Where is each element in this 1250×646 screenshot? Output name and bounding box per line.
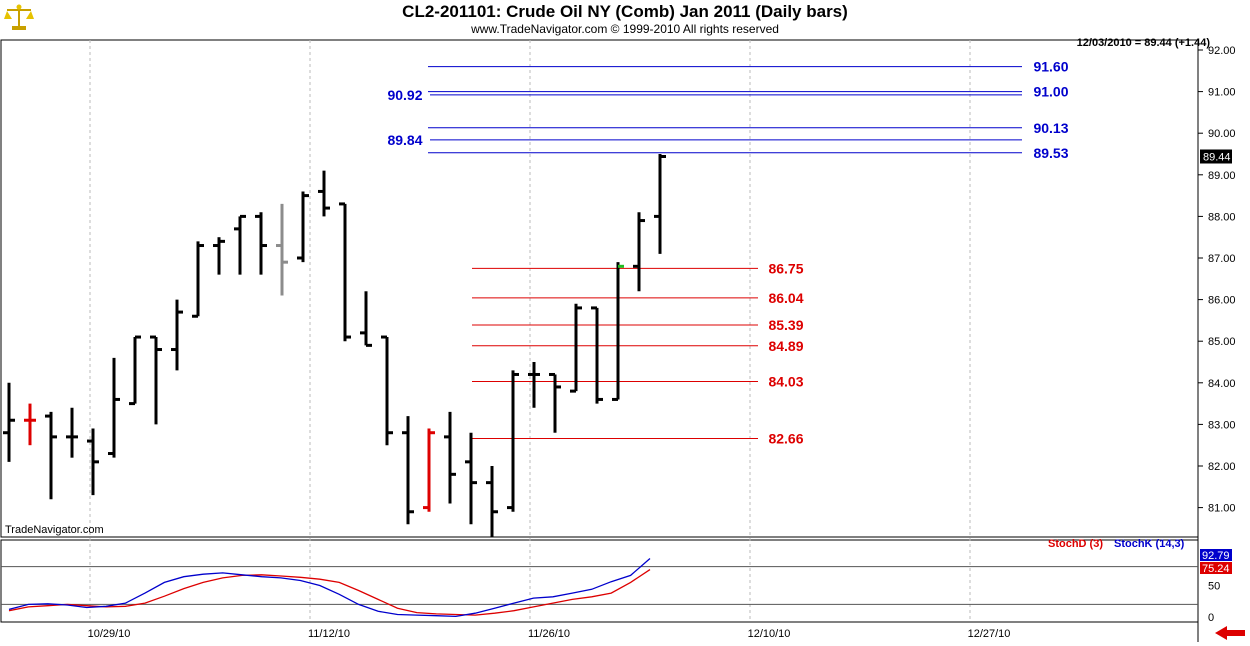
x-tick-label: 10/29/10 (88, 628, 131, 640)
projection-label: 89.53 (1033, 145, 1068, 161)
x-tick-label: 12/10/10 (748, 628, 791, 640)
stochK-last-label: 92.79 (1202, 550, 1230, 562)
retracement-label: 86.75 (768, 260, 803, 276)
retracement-label: 85.39 (768, 317, 803, 333)
x-tick-label: 11/12/10 (308, 628, 350, 640)
stoch-y-tick-label: 50 (1208, 581, 1220, 593)
retracement-label: 84.89 (768, 338, 803, 354)
retracement-label: 86.04 (768, 290, 803, 306)
projection-label: 91.60 (1033, 59, 1068, 75)
projection-label: 90.13 (1033, 120, 1068, 136)
y-tick-label: 88.00 (1208, 211, 1236, 223)
y-tick-label: 81.00 (1208, 503, 1236, 515)
y-tick-label: 90.00 (1208, 128, 1236, 140)
y-tick-label: 86.00 (1208, 295, 1236, 307)
last-price-box (1200, 149, 1232, 164)
y-tick-label: 85.00 (1208, 336, 1236, 348)
projection-label: 91.00 (1033, 84, 1068, 100)
last-price-label: 89.44 (1203, 151, 1231, 163)
projection-label: 90.92 (387, 87, 422, 103)
legend-stochD: StochD (3) (1048, 538, 1103, 550)
last-price-readout: 12/03/2010 = 89.44 (+1.44) (1076, 37, 1210, 49)
stochK-last-box (1200, 549, 1232, 561)
y-tick-label: 84.00 (1208, 378, 1236, 390)
y-tick-label: 83.00 (1208, 419, 1236, 431)
x-tick-label: 11/26/10 (528, 628, 570, 640)
y-tick-label: 91.00 (1208, 87, 1236, 99)
stochD-last-box (1200, 562, 1232, 574)
legend-stochK: StochK (14,3) (1114, 538, 1185, 550)
x-tick-label: 12/27/10 (968, 628, 1011, 640)
y-tick-label: 92.00 (1208, 45, 1236, 57)
retracement-label: 84.03 (768, 374, 803, 390)
price-panel-frame (0, 39, 1199, 538)
stoch-line-stochD (8, 569, 651, 616)
y-tick-label: 87.00 (1208, 253, 1236, 265)
stoch-y-tick-label: 0 (1208, 612, 1214, 624)
stochD-last-label: 75.24 (1202, 563, 1230, 575)
y-tick-label: 82.00 (1208, 461, 1236, 473)
projection-label: 89.84 (387, 132, 422, 148)
chart-title: CL2-201101: Crude Oil NY (Comb) Jan 2011… (402, 2, 848, 21)
left-arrow-icon[interactable] (1213, 625, 1247, 641)
retracement-label: 82.66 (768, 431, 803, 447)
stoch-line-stochK (8, 558, 651, 618)
y-tick-label: 89.00 (1208, 170, 1236, 182)
stoch-panel-frame (0, 539, 1199, 623)
copyright-text: www.TradeNavigator.com © 1999-2010 All r… (471, 22, 779, 36)
watermark-text: TradeNavigator.com (5, 524, 104, 536)
scales-logo-icon (4, 4, 34, 32)
